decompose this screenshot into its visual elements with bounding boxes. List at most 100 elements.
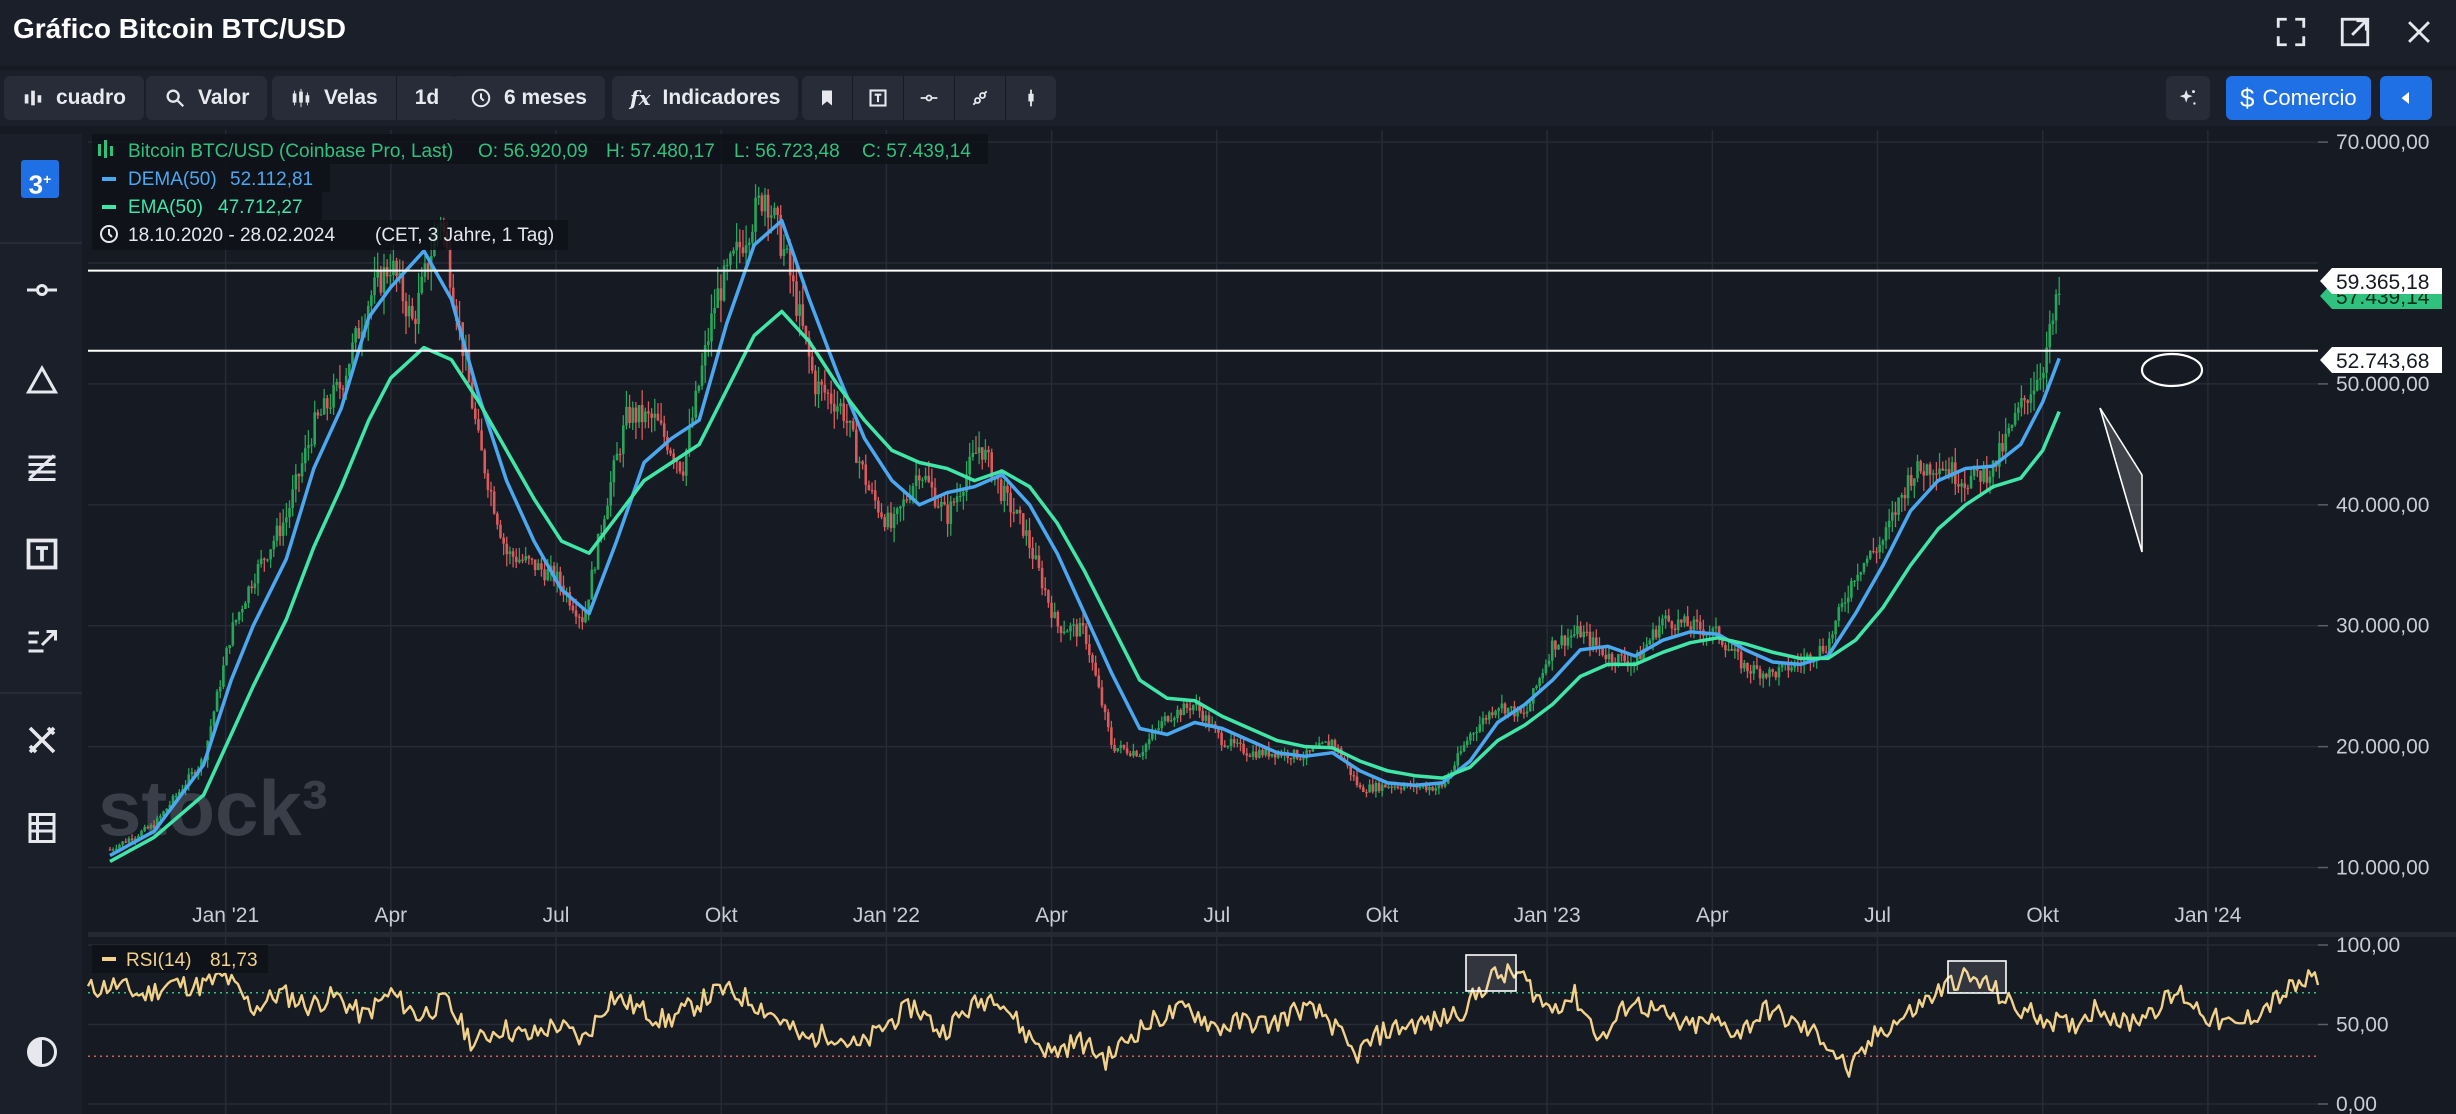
candle: [678, 462, 682, 472]
candle: [212, 711, 216, 727]
candle: [505, 543, 509, 555]
rsi-highlight-box[interactable]: [1465, 954, 1517, 992]
candle: [1607, 653, 1611, 660]
candle: [647, 411, 650, 414]
candle: [836, 406, 839, 412]
chart-type-button[interactable]: cuadro: [4, 76, 144, 120]
candle: [1919, 461, 1922, 472]
candle: [2010, 424, 2014, 429]
candle: [1254, 751, 1258, 758]
candle: [222, 665, 225, 687]
sparkle-button[interactable]: [2166, 76, 2210, 120]
line-tool-icon[interactable]: [20, 268, 64, 312]
candle: [1050, 602, 1053, 618]
candle: [713, 308, 716, 314]
candle: [1248, 755, 1252, 757]
candles-legend-icon: [98, 140, 113, 158]
candle: [329, 407, 332, 409]
candle: [1935, 473, 1938, 475]
candles-button[interactable]: Velas: [272, 76, 396, 120]
candle: [1084, 625, 1088, 644]
candle: [1232, 739, 1236, 744]
candle: [1569, 635, 1573, 638]
pane-divider[interactable]: [88, 932, 2456, 937]
candle: [788, 248, 792, 276]
triangle-drawing[interactable]: [2099, 407, 2143, 553]
candle: [1522, 712, 1526, 714]
candle: [159, 815, 162, 819]
rsi-y-tick-label: 50,00: [2336, 1014, 2389, 1037]
candle: [710, 313, 713, 342]
candle: [1125, 748, 1129, 754]
theme-toggle-icon[interactable]: [20, 1030, 64, 1074]
candle: [121, 841, 124, 845]
crosshair-button[interactable]: [903, 76, 954, 120]
candle: [1941, 468, 1944, 471]
rsi-highlight-box[interactable]: [1947, 960, 2007, 994]
candle: [496, 513, 499, 525]
triangle-tool-icon[interactable]: [20, 358, 64, 402]
settings-tool-icon[interactable]: [20, 718, 64, 762]
candle: [1365, 791, 1368, 794]
popout-icon[interactable]: [2338, 15, 2372, 54]
candle: [810, 356, 814, 371]
candle: [1428, 786, 1431, 791]
range-button[interactable]: 6 meses: [452, 76, 605, 120]
upper-line-tag: [2320, 268, 2442, 294]
candle: [379, 270, 383, 293]
sidebar-divider: [0, 242, 82, 244]
draw-button[interactable]: [954, 76, 1005, 120]
collapse-button[interactable]: [2380, 76, 2432, 120]
candle: [1535, 685, 1538, 689]
candle: [1960, 483, 1963, 487]
candle: [621, 425, 625, 454]
candle: [155, 818, 159, 829]
candle: [1317, 743, 1321, 748]
fib-tool-icon[interactable]: [20, 444, 64, 488]
candle: [2057, 293, 2061, 295]
trade-button[interactable]: $ Comercio: [2226, 76, 2371, 120]
candle: [1308, 750, 1312, 752]
bookmark-button[interactable]: [802, 76, 852, 120]
candle: [1025, 530, 1028, 536]
candle: [1878, 544, 1882, 553]
value-button[interactable]: Valor: [146, 76, 267, 120]
candle: [999, 479, 1003, 501]
candle: [851, 420, 855, 430]
candle: [1195, 703, 1198, 706]
candle: [1144, 744, 1148, 752]
candle: [240, 608, 244, 613]
candle: [1787, 662, 1790, 671]
expand-icon[interactable]: [2274, 15, 2308, 54]
x-tick-label: Jan '21: [192, 904, 259, 927]
template-icon[interactable]: [20, 806, 64, 850]
interval-button[interactable]: 1d: [395, 76, 458, 120]
candle: [1657, 625, 1661, 638]
candle: [697, 385, 701, 391]
ellipse-drawing[interactable]: [2140, 352, 2204, 388]
annotations-layer: [88, 269, 2318, 553]
candle: [1242, 743, 1245, 754]
cursor-button[interactable]: [1005, 76, 1056, 120]
candle: [1377, 782, 1381, 791]
candle: [2035, 379, 2039, 391]
legend-dema: DEMA(50): [128, 169, 217, 190]
text-tool-icon[interactable]: [20, 532, 64, 576]
candle: [700, 365, 704, 386]
candle: [1207, 715, 1211, 727]
candle: [401, 272, 405, 302]
candle: [1075, 624, 1079, 637]
candle: [977, 447, 981, 453]
text-tool-button[interactable]: [852, 76, 903, 120]
close-icon[interactable]: [2402, 15, 2436, 54]
candle: [1695, 619, 1699, 622]
candle: [1245, 753, 1249, 756]
candle: [354, 328, 357, 343]
indicators-button[interactable]: fx Indicadores: [612, 76, 798, 120]
annotate-tool-icon[interactable]: [20, 620, 64, 664]
stock3-logo[interactable]: 3+: [21, 160, 59, 200]
candle: [1774, 671, 1778, 678]
candle: [1875, 551, 1878, 553]
candle: [275, 525, 279, 541]
